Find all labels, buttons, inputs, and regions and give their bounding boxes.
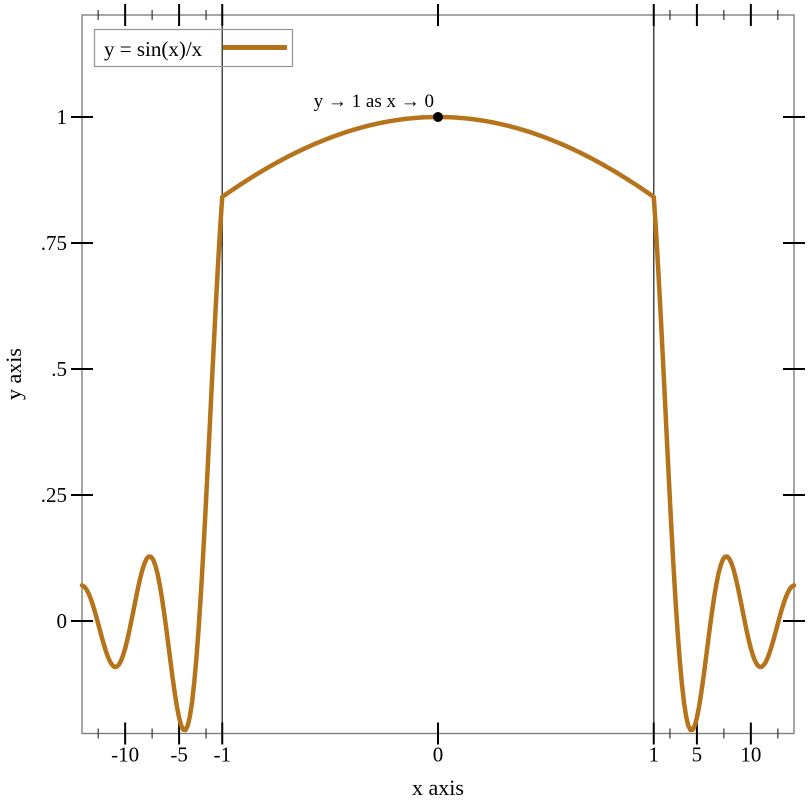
x-axis-label: x axis [412,775,464,800]
y-tick-label: .75 [41,231,67,255]
max-point-dot [433,112,443,123]
y-tick-label: 0 [57,609,68,633]
y-tick-label: 1 [57,105,68,129]
x-tick-label: 0 [433,743,444,767]
legend-box [93,28,294,68]
y-axis-label: y axis [1,348,26,400]
x-tick-label: -1 [213,743,231,767]
y-tick-label: .5 [51,357,67,381]
y-tick-label: .25 [41,483,67,507]
x-tick-label: -5 [170,743,188,767]
point-label-text: y → 1 as x → 0 [314,91,434,112]
legend-label: y = sin(x)/x [104,37,203,61]
plot-border [81,14,795,735]
x-tick-label: 10 [740,743,761,767]
x-tick-label: 5 [692,743,703,767]
x-tick-label: 1 [649,743,660,767]
legend: y = sin(x)/x [93,28,294,68]
x-tick-label: -10 [111,743,139,767]
curve-sinc [79,114,797,733]
tick-labels: -10 -5 -1 0 1 5 100.25.5.751 [41,105,762,766]
